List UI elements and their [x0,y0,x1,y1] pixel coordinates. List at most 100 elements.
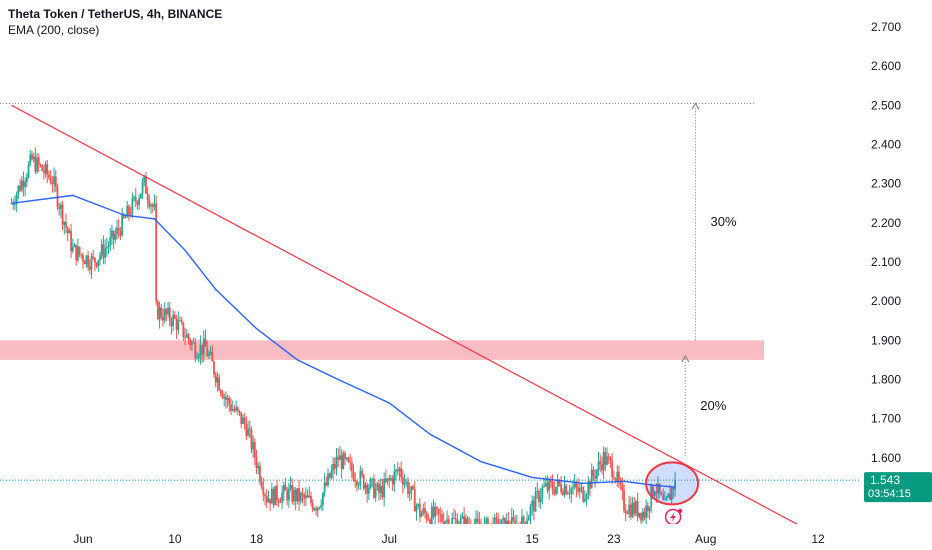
candle-body[interactable] [500,519,503,528]
candle-body[interactable] [209,352,212,355]
candle-body[interactable] [204,338,207,347]
candle-body[interactable] [139,193,142,199]
candle-body[interactable] [313,508,316,510]
candle-body[interactable] [534,491,537,512]
candle-body[interactable] [253,442,256,458]
candle-body[interactable] [167,307,169,315]
candle-body[interactable] [670,488,673,500]
candle-body[interactable] [138,198,141,205]
candle-body[interactable] [558,479,561,485]
candle-body[interactable] [25,177,28,182]
candle-body[interactable] [27,163,30,178]
candle-body[interactable] [597,461,600,470]
candle-body[interactable] [274,485,277,506]
candle-body[interactable] [456,519,459,531]
candle-body[interactable] [549,479,552,483]
candle-body[interactable] [231,408,234,411]
candle-body[interactable] [128,206,130,215]
candle-body[interactable] [172,315,175,327]
candle-body[interactable] [555,486,557,495]
candle-body[interactable] [582,487,585,502]
candle-body[interactable] [158,307,161,320]
candle-body[interactable] [286,490,289,501]
candle-body[interactable] [58,206,61,209]
candle-body[interactable] [238,410,241,413]
candle-body[interactable] [327,473,329,486]
candle-body[interactable] [640,512,642,521]
candle-body[interactable] [366,484,369,494]
candle-body[interactable] [262,487,265,495]
candle-body[interactable] [393,471,396,485]
candle-body[interactable] [318,507,321,509]
candle-body[interactable] [19,185,21,191]
candle-body[interactable] [245,424,248,436]
candle-body[interactable] [211,352,214,362]
candle-body[interactable] [228,398,231,405]
candle-body[interactable] [73,244,76,248]
candle-body[interactable] [665,497,668,500]
candle-body[interactable] [383,478,386,498]
candle-body[interactable] [94,257,96,263]
candle-body[interactable] [638,512,641,517]
candle-body[interactable] [451,517,454,526]
candle-body[interactable] [429,519,431,525]
candle-body[interactable] [395,469,397,472]
candle-body[interactable] [461,516,464,519]
candle-body[interactable] [401,477,404,485]
candle-body[interactable] [495,517,498,519]
candle-body[interactable] [265,496,268,503]
candle-body[interactable] [236,407,239,411]
candle-body[interactable] [418,504,421,517]
candle-body[interactable] [289,485,292,489]
candle-body[interactable] [476,518,479,522]
candle-body[interactable] [527,516,530,521]
candle-body[interactable] [531,500,534,507]
candle-body[interactable] [267,498,270,503]
candle-body[interactable] [102,244,105,258]
candle-body[interactable] [646,505,649,512]
candle-body[interactable] [435,507,438,509]
candle-body[interactable] [170,321,173,327]
candle-body[interactable] [602,451,605,471]
candle-body[interactable] [219,390,222,394]
candle-body[interactable] [483,522,486,537]
candle-body[interactable] [595,469,598,479]
candle-body[interactable] [311,502,314,510]
candle-body[interactable] [645,505,648,518]
candle-body[interactable] [298,488,300,502]
candle-body[interactable] [556,479,559,487]
candle-body[interactable] [194,342,197,358]
candle-body[interactable] [493,517,496,536]
candle-body[interactable] [587,481,590,495]
candle-body[interactable] [304,495,307,499]
candle-body[interactable] [42,170,45,174]
candle-body[interactable] [214,374,217,383]
candle-body[interactable] [134,196,137,202]
candle-body[interactable] [379,485,382,493]
candle-body[interactable] [349,461,352,463]
candle-body[interactable] [373,478,375,498]
candle-body[interactable] [522,516,525,523]
candle-body[interactable] [447,519,450,529]
candle-body[interactable] [407,481,409,494]
candle-body[interactable] [92,256,95,258]
candle-body[interactable] [185,334,188,338]
candle-body[interactable] [446,519,448,523]
candle-body[interactable] [515,523,518,532]
candle-body[interactable] [242,417,244,424]
candle-body[interactable] [357,484,360,486]
candle-body[interactable] [71,247,74,252]
candle-body[interactable] [546,483,549,491]
symbol-title[interactable]: Theta Token / TetherUS, 4h, BINANCE [8,7,223,21]
candle-body[interactable] [548,479,551,491]
candle-body[interactable] [441,514,443,522]
candle-body[interactable] [131,198,134,215]
candle-body[interactable] [551,482,554,490]
candle-body[interactable] [129,214,132,216]
candle-body[interactable] [657,483,659,494]
candle-body[interactable] [315,508,317,511]
candle-body[interactable] [568,493,571,495]
candle-body[interactable] [543,485,545,487]
candle-body[interactable] [29,154,32,164]
resistance-zone[interactable] [0,340,764,360]
